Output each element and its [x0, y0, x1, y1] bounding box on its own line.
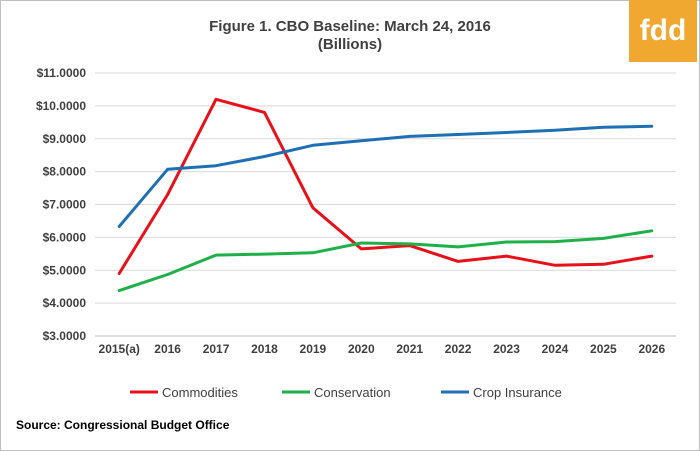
y-tick-label: $10.0000: [36, 99, 86, 113]
x-tick-label: 2023: [493, 342, 520, 356]
x-tick-label: 2017: [203, 342, 230, 356]
y-tick-label: $5.0000: [43, 263, 87, 277]
source-note: Source: Congressional Budget Office: [16, 418, 230, 432]
legend-label-commodities: Commodities: [162, 385, 238, 400]
chart-title: Figure 1. CBO Baseline: March 24, 2016 (…: [0, 18, 700, 54]
y-tick-label: $6.0000: [43, 230, 87, 244]
y-tick-label: $3.0000: [43, 329, 87, 343]
series-line-commodities: [117, 97, 654, 275]
title-line-2: (Billions): [317, 36, 383, 53]
y-tick-label: $8.0000: [43, 165, 87, 179]
legend-label-conservation: Conservation: [314, 385, 391, 400]
y-tick-label: $9.0000: [43, 132, 87, 146]
logo-text: fdd: [639, 14, 687, 47]
x-tick-label: 2019: [300, 342, 327, 356]
y-tick-label: $7.0000: [43, 198, 87, 212]
x-tick-label: 2018: [251, 342, 278, 356]
x-tick-label: 2015(a): [99, 342, 140, 356]
x-tick-label: 2022: [445, 342, 472, 356]
y-tick-label: $11.0000: [37, 66, 87, 80]
x-tick-label: 2024: [542, 342, 569, 356]
series-line-crop-insurance: [117, 124, 654, 228]
series-line-conservation: [117, 229, 654, 293]
y-tick-label: $4.0000: [43, 296, 87, 310]
title-line-1: Figure 1. CBO Baseline: March 24, 2016: [209, 18, 491, 35]
x-tick-label: 2020: [348, 342, 375, 356]
x-tick-label: 2021: [396, 342, 423, 356]
x-tick-label: 2025: [590, 342, 617, 356]
fdd-logo: fdd: [629, 0, 697, 62]
x-tick-label: 2016: [154, 342, 181, 356]
legend-label-crop-insurance: Crop Insurance: [473, 385, 562, 400]
x-tick-label: 2026: [638, 342, 665, 356]
